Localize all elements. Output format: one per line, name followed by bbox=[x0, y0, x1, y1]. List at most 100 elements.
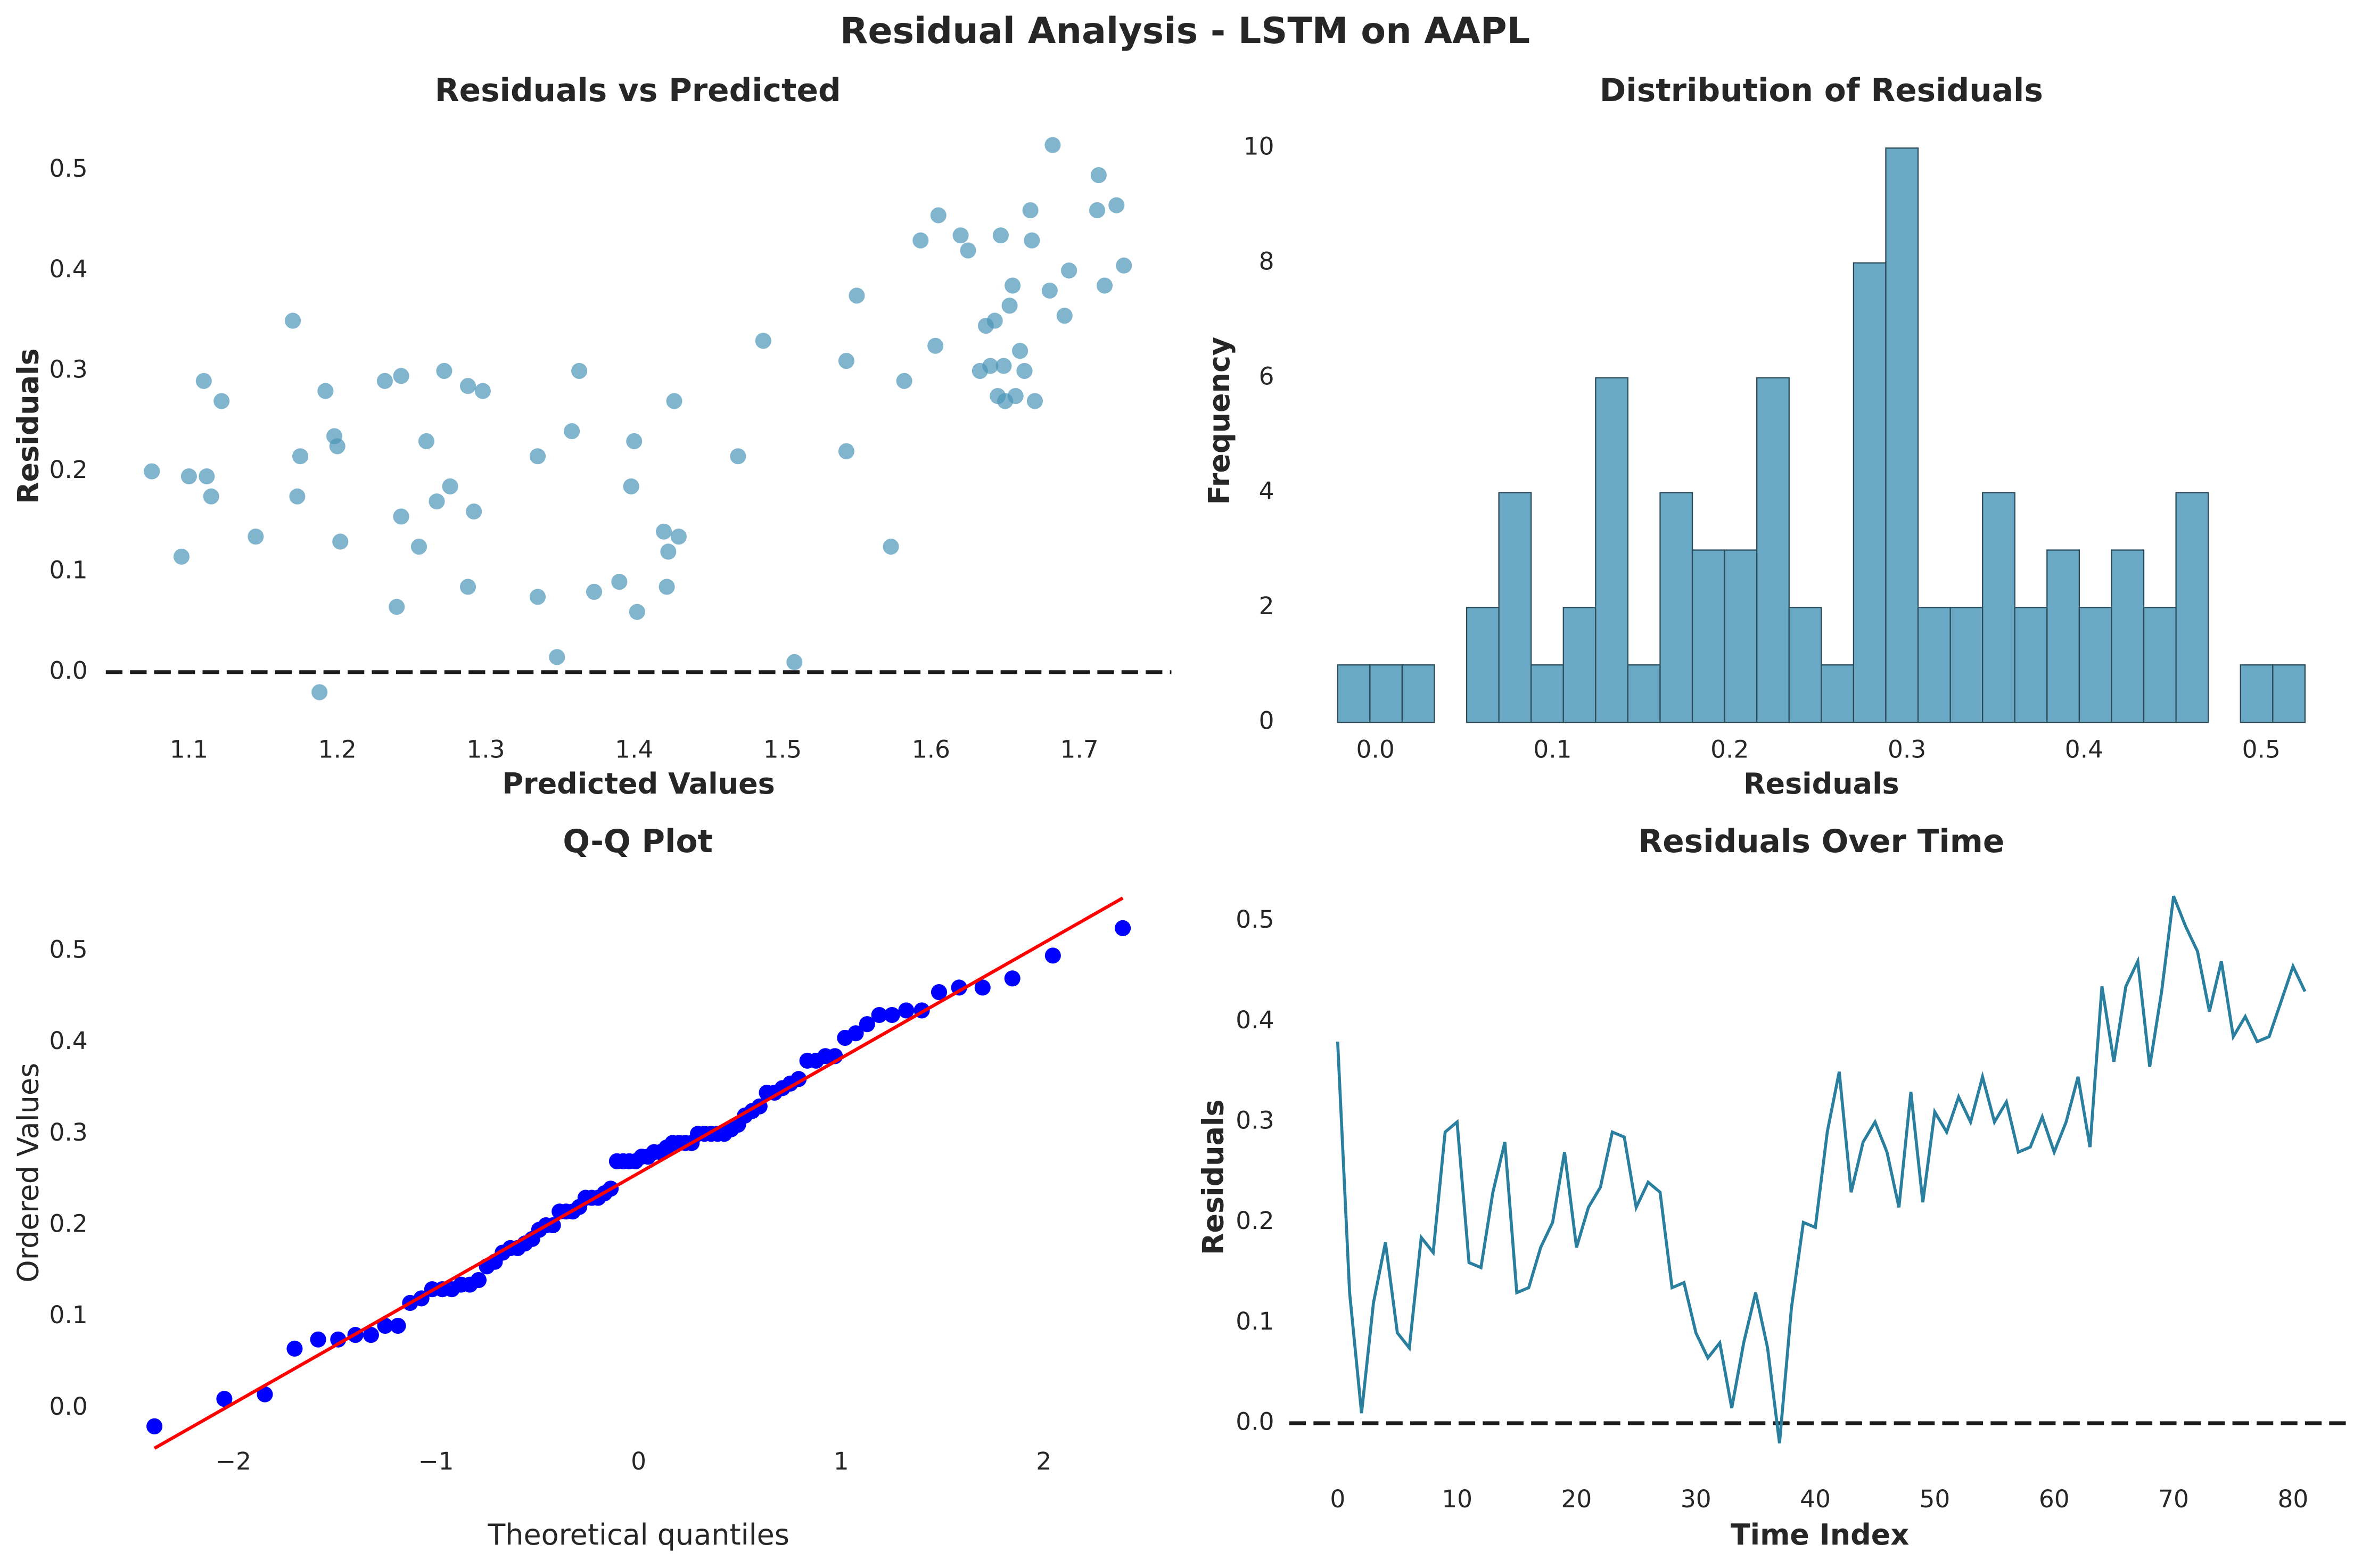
x-tick-label: 20 bbox=[1561, 1485, 1592, 1513]
y-tick-label: 0.5 bbox=[49, 935, 87, 963]
point bbox=[203, 488, 219, 505]
point bbox=[755, 333, 771, 349]
bar bbox=[1691, 549, 1725, 723]
point bbox=[986, 312, 1003, 329]
point bbox=[930, 207, 947, 224]
point bbox=[470, 1272, 487, 1289]
point bbox=[376, 373, 393, 389]
point bbox=[410, 538, 427, 555]
y-tick-label: 0.5 bbox=[49, 154, 87, 183]
point bbox=[1041, 282, 1058, 299]
x-tick-label: 1.4 bbox=[615, 736, 653, 764]
bar bbox=[1401, 664, 1435, 723]
subplot-title: Residuals vs Predicted bbox=[435, 72, 841, 109]
point bbox=[332, 533, 349, 550]
point bbox=[292, 448, 309, 465]
point bbox=[1096, 277, 1113, 294]
y-tick-label: 4 bbox=[1259, 477, 1274, 505]
point bbox=[838, 353, 854, 369]
point bbox=[146, 1418, 163, 1434]
point bbox=[311, 684, 328, 700]
bar bbox=[2175, 492, 2209, 723]
y-tick-label: 0.0 bbox=[1236, 1407, 1274, 1435]
bar bbox=[1530, 664, 1564, 723]
point bbox=[883, 538, 899, 555]
series-line bbox=[1336, 895, 2307, 1444]
point bbox=[216, 1391, 233, 1407]
bar bbox=[1498, 492, 1532, 723]
bar bbox=[1982, 492, 2015, 723]
point bbox=[995, 358, 1012, 374]
y-tick-label: 0.4 bbox=[1236, 1006, 1274, 1034]
x-tick-label: −1 bbox=[418, 1447, 454, 1475]
y-tick-label: 0.5 bbox=[1236, 905, 1274, 934]
x-tick-label: 1.5 bbox=[763, 736, 802, 764]
point bbox=[838, 443, 854, 459]
x-tick-label: 1.1 bbox=[170, 736, 208, 764]
point bbox=[144, 463, 160, 480]
y-tick-label: 0.3 bbox=[49, 1118, 87, 1146]
point bbox=[1016, 362, 1033, 379]
point bbox=[1024, 232, 1040, 249]
point bbox=[1026, 393, 1043, 409]
x-axis-label: Time Index bbox=[1731, 1518, 1909, 1552]
point bbox=[466, 503, 482, 520]
y-tick-label: 0.1 bbox=[1236, 1307, 1274, 1335]
point bbox=[213, 393, 230, 409]
point bbox=[871, 1006, 887, 1024]
point bbox=[786, 654, 803, 671]
x-tick-label: 0.1 bbox=[1533, 736, 1571, 764]
point bbox=[199, 468, 215, 485]
y-tick-label: 8 bbox=[1259, 247, 1274, 276]
y-tick-label: 0.2 bbox=[1236, 1207, 1274, 1235]
point bbox=[859, 1016, 875, 1033]
point bbox=[195, 373, 212, 389]
x-axis-label: Residuals bbox=[1743, 767, 1899, 800]
x-tick-label: 1.6 bbox=[912, 736, 950, 764]
point bbox=[659, 579, 675, 595]
point bbox=[390, 1317, 406, 1334]
y-axis-label: Residuals bbox=[11, 348, 45, 504]
point bbox=[180, 468, 197, 485]
bar bbox=[1595, 377, 1629, 723]
point bbox=[571, 362, 588, 379]
bar bbox=[1917, 607, 1951, 723]
subplot-title: Q-Q Plot bbox=[563, 823, 713, 860]
point bbox=[898, 1002, 915, 1019]
x-tick-label: 0.0 bbox=[1356, 736, 1395, 764]
point bbox=[248, 529, 264, 545]
point bbox=[1116, 257, 1132, 274]
point bbox=[1115, 920, 1131, 936]
y-tick-label: 0.2 bbox=[49, 1210, 87, 1238]
x-tick-label: 0.2 bbox=[1710, 736, 1749, 764]
bar bbox=[2143, 607, 2177, 723]
bar bbox=[1466, 607, 1500, 723]
x-tick-label: 2 bbox=[1036, 1447, 1051, 1475]
x-tick-label: 40 bbox=[1800, 1485, 1831, 1513]
y-tick-label: 10 bbox=[1244, 133, 1274, 161]
point bbox=[459, 378, 476, 394]
bar bbox=[2014, 607, 2048, 723]
bar bbox=[1853, 262, 1887, 723]
bar bbox=[1337, 664, 1371, 723]
point bbox=[660, 543, 677, 560]
bar bbox=[2272, 664, 2306, 723]
y-tick-label: 0.1 bbox=[49, 556, 87, 584]
bar bbox=[1724, 549, 1758, 723]
point bbox=[1044, 947, 1061, 964]
y-tick-label: 0 bbox=[1259, 707, 1274, 735]
bar bbox=[1369, 664, 1403, 723]
point bbox=[317, 383, 334, 399]
bar bbox=[1627, 664, 1661, 723]
point bbox=[629, 604, 645, 620]
point bbox=[992, 227, 1009, 244]
point bbox=[1108, 197, 1125, 213]
bar bbox=[1562, 607, 1597, 723]
point bbox=[289, 488, 306, 505]
point bbox=[564, 423, 580, 440]
bar bbox=[1949, 607, 1984, 723]
point bbox=[847, 1025, 864, 1042]
point bbox=[459, 579, 476, 595]
